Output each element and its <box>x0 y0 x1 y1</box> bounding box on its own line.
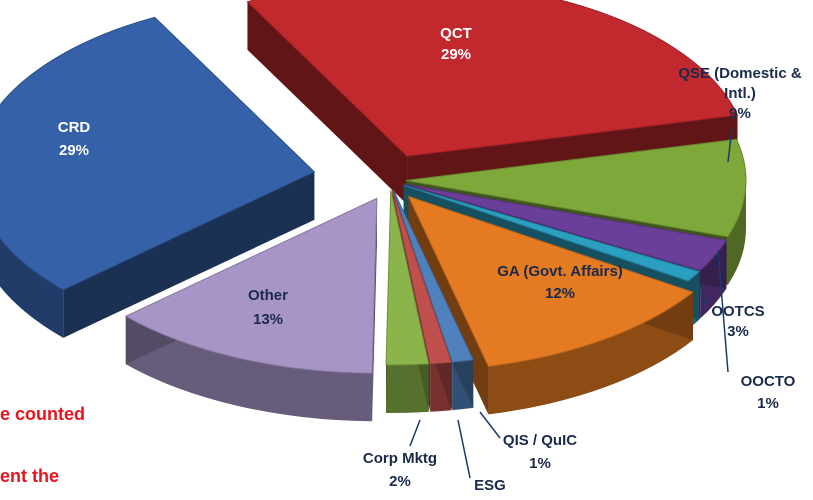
leader-lines <box>409 127 733 479</box>
slice-side-other <box>125 316 373 422</box>
label-esg-name: ESG <box>474 477 506 494</box>
label-qct-pct: 29% <box>441 46 471 63</box>
label-qse-name-2: Intl.) <box>724 85 756 102</box>
slice-top-ga-govt-affairs <box>407 195 694 367</box>
slice-top-other <box>124 197 378 374</box>
label-ootcs-name: OOTCS <box>711 303 764 320</box>
label-other-name: Other <box>248 287 288 304</box>
side-note-line-2: ent the <box>0 466 60 486</box>
slice-top-qis-quic <box>392 189 474 363</box>
slice-cut-qct-0 <box>247 1 408 205</box>
slice-top-qse-domestic-intl <box>405 138 747 238</box>
label-qse-pct: 9% <box>729 105 751 122</box>
slice-side-crd <box>0 238 64 338</box>
leader-line-qis <box>479 411 501 439</box>
leader-line-oocto <box>717 249 729 373</box>
label-oocto-pct: 1% <box>757 395 779 412</box>
label-corp-pct: 2% <box>389 473 411 490</box>
slice-top-corp-mktg <box>385 189 430 366</box>
label-oocto-name: OOCTO <box>741 373 796 390</box>
label-ga-name: GA (Govt. Affairs) <box>497 263 623 280</box>
label-qse-name-1: QSE (Domestic & <box>678 65 802 82</box>
label-other-pct: 13% <box>253 311 283 328</box>
slice-top-ootcs <box>404 183 728 272</box>
slice-cut-crd-0 <box>63 171 315 338</box>
leader-line-corp <box>409 419 421 447</box>
label-qis-name: QIS / QuIC <box>503 432 577 449</box>
slice-top-crd <box>0 16 316 291</box>
label-qis-pct: 1% <box>529 455 551 472</box>
leader-line-esg <box>457 419 471 479</box>
labels-layer: QCT 29% QSE (Domestic & Intl.) 9% CRD 29… <box>58 25 802 494</box>
slice-top-esg <box>391 189 453 365</box>
label-ga-pct: 12% <box>545 285 575 302</box>
slice-top-oocto <box>403 184 701 282</box>
label-corp-name: Corp Mktg <box>363 450 437 467</box>
slice-side-qse-domestic-intl <box>727 180 746 285</box>
label-crd-name: CRD <box>58 119 91 136</box>
slice-top-qct <box>246 0 739 157</box>
label-ootcs-pct: 3% <box>727 323 749 340</box>
side-note-line-1: e counted <box>0 404 86 424</box>
slices-layer <box>0 0 747 422</box>
slice-side-corp-mktg <box>386 363 429 413</box>
label-qct-name: QCT <box>440 25 472 42</box>
slice-other <box>124 197 378 422</box>
leader-line-qse <box>727 127 733 163</box>
leader-line-ootcs <box>699 284 706 305</box>
slice-side-ga-govt-affairs <box>488 292 693 415</box>
slice-crd <box>0 16 316 338</box>
slice-corp-mktg <box>385 189 430 413</box>
label-crd-pct: 29% <box>59 142 89 159</box>
